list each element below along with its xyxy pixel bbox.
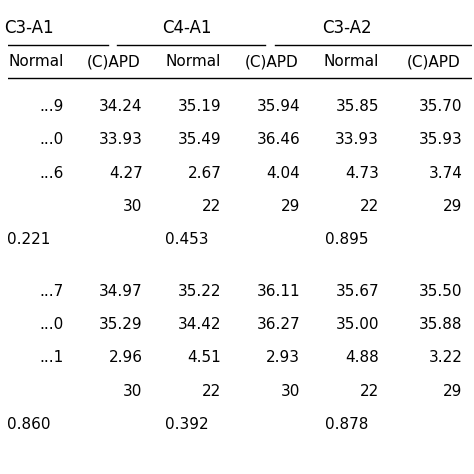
Text: 22: 22 [360,383,379,399]
Text: 35.19: 35.19 [178,99,221,114]
Text: 35.85: 35.85 [336,99,379,114]
Text: 34.24: 34.24 [99,99,143,114]
Text: 36.11: 36.11 [256,284,300,299]
Text: 34.42: 34.42 [178,317,221,332]
Text: (C)APD: (C)APD [87,54,141,69]
Text: 30: 30 [123,383,143,399]
Text: ...7: ...7 [40,284,64,299]
Text: 4.04: 4.04 [266,165,300,181]
Text: 2.67: 2.67 [188,165,221,181]
Text: 4.27: 4.27 [109,165,143,181]
Text: 35.88: 35.88 [419,317,463,332]
Text: 22: 22 [360,199,379,214]
Text: 0.895: 0.895 [325,232,368,247]
Text: (C)APD: (C)APD [245,54,298,69]
Text: 35.93: 35.93 [419,132,463,147]
Text: 4.51: 4.51 [188,350,221,365]
Text: 22: 22 [202,199,221,214]
Text: ...6: ...6 [39,165,64,181]
Text: 0.878: 0.878 [325,417,368,432]
Text: (C)APD: (C)APD [407,54,461,69]
Text: 4.73: 4.73 [345,165,379,181]
Text: 0.392: 0.392 [165,417,209,432]
Text: 3.74: 3.74 [428,165,463,181]
Text: Normal: Normal [323,54,379,69]
Text: 4.88: 4.88 [345,350,379,365]
Text: ...0: ...0 [40,132,64,147]
Text: 22: 22 [202,383,221,399]
Text: C4-A1: C4-A1 [162,19,211,37]
Text: 2.93: 2.93 [266,350,300,365]
Text: 35.67: 35.67 [336,284,379,299]
Text: 33.93: 33.93 [335,132,379,147]
Text: 0.860: 0.860 [8,417,51,432]
Text: 2.96: 2.96 [109,350,143,365]
Text: 30: 30 [123,199,143,214]
Text: 0.221: 0.221 [8,232,51,247]
Text: C3-A1: C3-A1 [4,19,54,37]
Text: ...1: ...1 [40,350,64,365]
Text: 35.70: 35.70 [419,99,463,114]
Text: 34.97: 34.97 [99,284,143,299]
Text: 3.22: 3.22 [428,350,463,365]
Text: 30: 30 [281,383,300,399]
Text: Normal: Normal [8,54,64,69]
Text: 35.94: 35.94 [256,99,300,114]
Text: 35.29: 35.29 [99,317,143,332]
Text: 36.46: 36.46 [256,132,300,147]
Text: 0.453: 0.453 [165,232,209,247]
Text: 33.93: 33.93 [99,132,143,147]
Text: 35.22: 35.22 [178,284,221,299]
Text: Normal: Normal [166,54,221,69]
Text: 29: 29 [443,383,463,399]
Text: ...9: ...9 [39,99,64,114]
Text: 35.50: 35.50 [419,284,463,299]
Text: 35.49: 35.49 [178,132,221,147]
Text: 35.00: 35.00 [336,317,379,332]
Text: ...0: ...0 [40,317,64,332]
Text: 29: 29 [443,199,463,214]
Text: C3-A2: C3-A2 [322,19,371,37]
Text: 36.27: 36.27 [256,317,300,332]
Text: 29: 29 [281,199,300,214]
